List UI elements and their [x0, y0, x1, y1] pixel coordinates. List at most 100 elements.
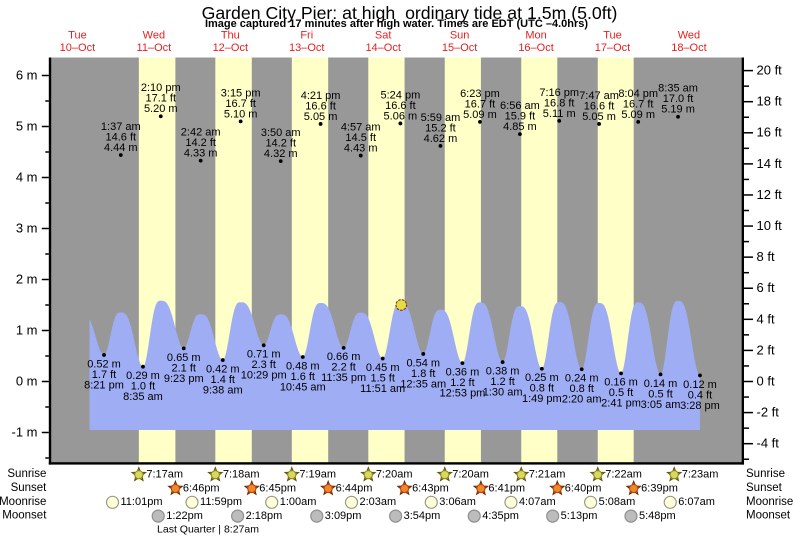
low-tide-time-label: 11:35 pm	[321, 372, 366, 384]
y-axis-left-minor-tick	[45, 304, 49, 306]
sunrise-icon-core	[516, 470, 526, 480]
high-tide-feet-label: 15.2 ft	[425, 122, 456, 134]
low-tide-dot	[619, 371, 623, 376]
y-axis-right-minor-tick	[744, 396, 749, 398]
high-tide-dot	[597, 122, 601, 126]
y-axis-left-label: 5 m	[16, 118, 38, 133]
high-tide-dot	[636, 120, 641, 124]
y-axis-right-major-tick	[744, 442, 753, 445]
moonset-time: 3:54pm	[404, 510, 441, 522]
day-date-label: 14–Oct	[365, 42, 400, 54]
y-axis-left-label: -1 m	[12, 424, 38, 439]
high-tide-dot	[198, 158, 203, 163]
high-tide-feet-label: 14.5 ft	[345, 132, 376, 144]
high-tide-feet-label: 14.2 ft	[185, 137, 216, 149]
high-tide-metres-label: 4.85 m	[503, 121, 537, 133]
y-axis-left-label: 0 m	[16, 373, 38, 388]
current-tide-marker	[395, 299, 408, 311]
high-tide-dot	[158, 114, 163, 119]
y-axis-right-line	[741, 57, 744, 465]
sunrise-icon-core	[593, 470, 603, 480]
sunset-icon-core	[629, 483, 639, 494]
y-axis-right-label: 8 ft	[757, 249, 775, 264]
high-tide-time-label: 6:23 pm	[460, 88, 500, 100]
day-name-label: Sat	[375, 30, 392, 42]
low-tide-time-label: 11:51 am	[360, 383, 405, 395]
low-tide-dot	[539, 366, 544, 371]
day-date-label: 11–Oct	[137, 42, 172, 54]
moonset-icon	[310, 509, 324, 523]
high-tide-metres-label: 5.05 m	[582, 111, 616, 123]
moonrise-time: 6:07am	[678, 496, 715, 508]
y-axis-left-minor-tick	[45, 355, 49, 357]
moonrise-icon	[504, 495, 518, 509]
high-tide-time-label: 7:47 am	[579, 90, 619, 102]
low-tide-feet-label: 2.2 ft	[331, 362, 355, 374]
sunrise-time: 7:18am	[223, 469, 260, 481]
low-tide-time-label: 2:41 pm	[601, 398, 641, 410]
y-axis-right-minor-tick	[744, 271, 749, 274]
y-axis-right-label: 4 ft	[757, 311, 775, 326]
high-tide-feet-label: 17.1 ft	[145, 93, 176, 105]
high-tide-metres-label: 5.09 m	[621, 109, 655, 121]
high-tide-metres-label: 5.05 m	[304, 111, 338, 123]
sunrise-time: 7:20am	[452, 469, 489, 481]
low-tide-metres-label: 0.42 m	[206, 363, 240, 375]
low-tide-dot	[500, 360, 505, 365]
y-axis-right-major-tick	[744, 256, 753, 258]
low-tide-dot	[261, 343, 266, 348]
low-tide-dot	[698, 373, 702, 378]
low-tide-metres-label: 0.48 m	[286, 360, 320, 372]
chart-subtitle: Image captured 17 minutes after high wat…	[204, 18, 589, 30]
low-tide-time-label: 3:28 pm	[680, 400, 720, 412]
low-tide-time-label: 2:20 am	[562, 394, 602, 406]
low-tide-time-label: 1:30 am	[483, 387, 523, 399]
moonset-icon	[624, 509, 638, 523]
high-tide-dot	[676, 114, 680, 119]
moonset-row-label-right: Moonset	[746, 510, 791, 522]
moonset-icon	[546, 509, 560, 523]
y-axis-right-major-tick	[744, 100, 753, 103]
low-tide-dot	[421, 352, 426, 356]
sunrise-icon-core	[210, 470, 220, 480]
y-axis-left-minor-tick	[45, 100, 49, 102]
day-name-label: Thu	[221, 30, 240, 42]
moon-phase-label: Last Quarter | 8:27am	[157, 523, 259, 535]
y-axis-right-minor-tick	[744, 240, 749, 243]
sunset-icon-core	[399, 483, 410, 494]
high-tide-feet-label: 16.6 ft	[385, 100, 416, 112]
low-tide-metres-label: 0.38 m	[486, 366, 520, 378]
day-date-label: 15–Oct	[442, 42, 477, 54]
y-axis-right-label: -4 ft	[757, 436, 780, 451]
sunrise-time: 7:17am	[146, 469, 183, 481]
y-axis-left-line	[48, 57, 52, 465]
y-axis-left-major-tick	[41, 278, 49, 281]
moonset-time: 5:13pm	[561, 510, 598, 522]
y-axis-right-minor-tick	[744, 85, 749, 87]
day-date-label: 12–Oct	[213, 42, 248, 54]
high-tide-dot	[518, 132, 522, 137]
low-tide-feet-label: 2.1 ft	[172, 362, 196, 374]
y-axis-right-label: 0 ft	[757, 373, 775, 388]
y-axis-right-label: 20 ft	[757, 63, 783, 78]
high-tide-dot	[278, 159, 283, 164]
low-tide-feet-label: 0.4 ft	[688, 389, 712, 401]
moonset-time: 4:35pm	[482, 510, 519, 522]
day-name-label: Mon	[525, 30, 546, 42]
sunrise-icon-core	[287, 470, 297, 480]
high-tide-time-label: 8:04 pm	[618, 88, 658, 100]
y-axis-left-minor-tick	[45, 406, 49, 408]
high-tide-dot	[438, 143, 443, 148]
high-tide-metres-label: 5.19 m	[661, 104, 695, 116]
y-axis-right-minor-tick	[744, 178, 749, 181]
low-tide-metres-label: 0.16 m	[604, 377, 638, 389]
day-name-label: Sun	[450, 30, 470, 42]
low-tide-metres-label: 0.54 m	[406, 357, 440, 369]
low-tide-metres-label: 0.45 m	[366, 362, 400, 374]
moonrise-time: 11:01pm	[121, 496, 163, 508]
day-name-label: Wed	[143, 30, 165, 42]
high-tide-feet-label: 14.2 ft	[265, 138, 296, 150]
high-tide-time-label: 2:10 pm	[141, 82, 181, 94]
low-tide-metres-label: 0.25 m	[525, 372, 559, 384]
